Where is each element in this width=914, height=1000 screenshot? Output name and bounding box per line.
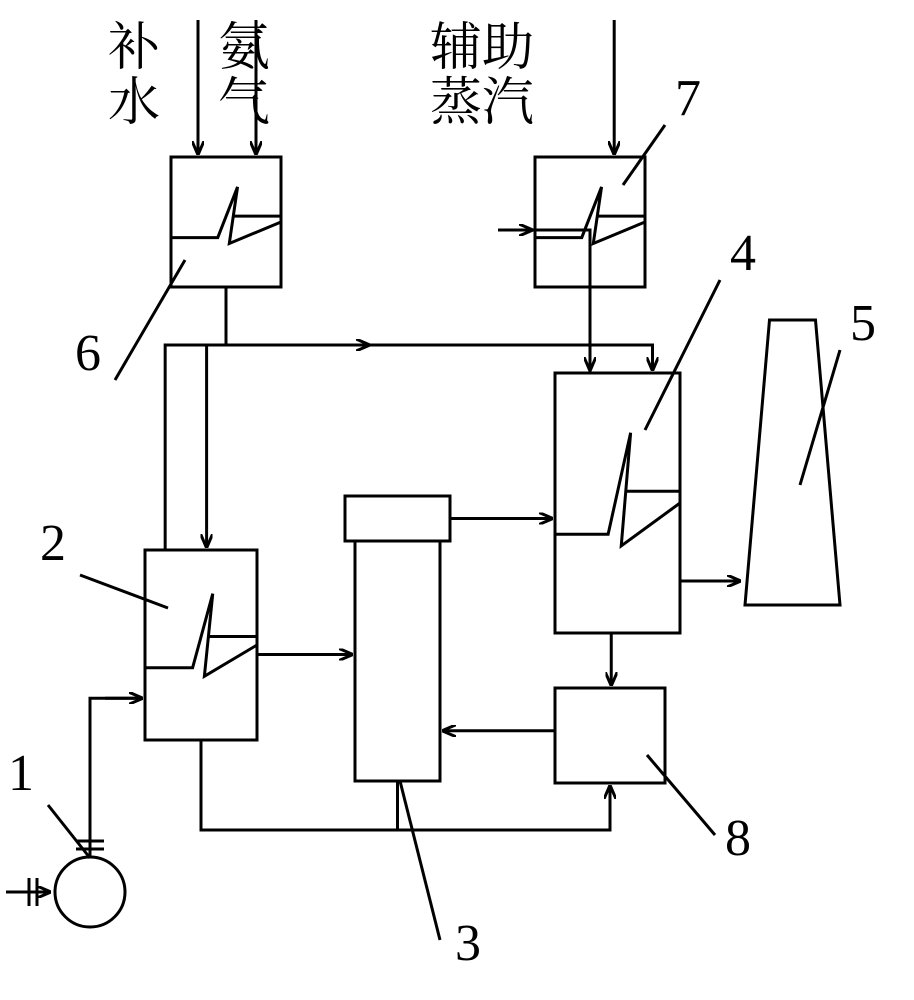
box-2 bbox=[145, 550, 257, 740]
label-ammonia-2: 气 bbox=[218, 60, 270, 135]
callout-num-4: 4 bbox=[730, 225, 756, 282]
callout-num-3: 3 bbox=[455, 915, 481, 972]
label-makeup-water-2: 水 bbox=[108, 60, 160, 135]
label-aux-steam-2: 蒸汽 bbox=[430, 60, 534, 135]
callout-num-8: 8 bbox=[725, 810, 751, 867]
box-4 bbox=[555, 373, 680, 633]
callout-num-1: 1 bbox=[8, 745, 34, 802]
box-3-main bbox=[355, 541, 440, 781]
box-8 bbox=[555, 688, 665, 783]
callout-num-2: 2 bbox=[40, 515, 66, 572]
callout-num-5: 5 bbox=[850, 295, 876, 352]
line-2-bottom-run bbox=[201, 740, 398, 830]
line-3-to-8 bbox=[398, 781, 611, 830]
pump-1 bbox=[55, 857, 125, 927]
box-6 bbox=[171, 157, 281, 287]
line-6-to-4 bbox=[380, 345, 653, 369]
callout-num-6: 6 bbox=[75, 325, 101, 382]
stack-5 bbox=[745, 320, 840, 605]
callout-num-7: 7 bbox=[675, 70, 701, 127]
box-3-top bbox=[345, 496, 450, 541]
